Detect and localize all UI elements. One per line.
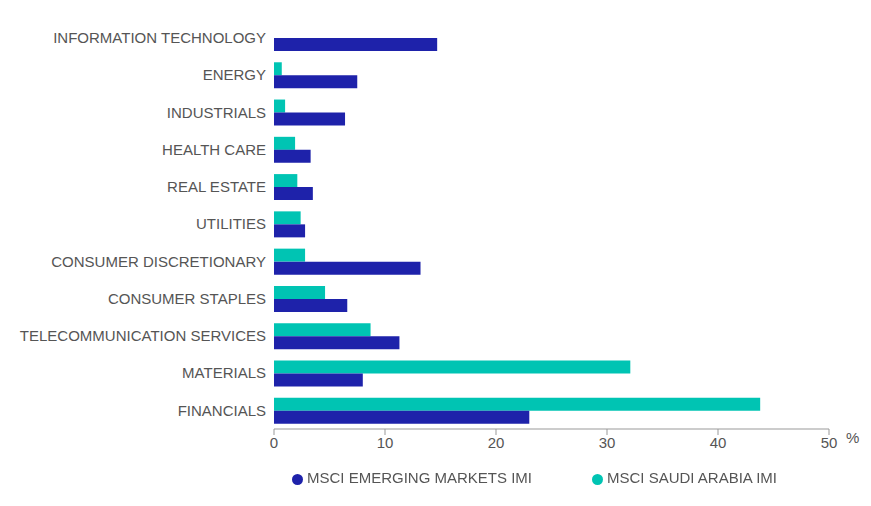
svg-text:CONSUMER STAPLES: CONSUMER STAPLES: [108, 290, 266, 307]
svg-text:INFORMATION TECHNOLOGY: INFORMATION TECHNOLOGY: [53, 29, 266, 46]
svg-text:UTILITIES: UTILITIES: [196, 215, 266, 232]
svg-text:FINANCIALS: FINANCIALS: [178, 402, 266, 419]
svg-text:20: 20: [488, 434, 505, 451]
svg-text:30: 30: [599, 434, 616, 451]
svg-text:ENERGY: ENERGY: [203, 66, 266, 83]
svg-text:40: 40: [710, 434, 727, 451]
svg-text:INDUSTRIALS: INDUSTRIALS: [167, 104, 266, 121]
svg-text:10: 10: [377, 434, 394, 451]
html-text:MSCI EMERGING MARKETS IMI: MSCI EMERGING MARKETS IMI: [307, 469, 532, 486]
svg-text:MATERIALS: MATERIALS: [182, 364, 266, 381]
svg-text:HEALTH CARE: HEALTH CARE: [162, 141, 266, 158]
svg-text:CONSUMER DISCRETIONARY: CONSUMER DISCRETIONARY: [51, 253, 266, 270]
svg-text:50: 50: [821, 434, 838, 451]
svg-text:REAL ESTATE: REAL ESTATE: [167, 178, 266, 195]
html-text:MSCI SAUDI ARABIA IMI: MSCI SAUDI ARABIA IMI: [607, 469, 777, 486]
svg-text:0: 0: [270, 434, 278, 451]
svg-text:TELECOMMUNICATION SERVICES: TELECOMMUNICATION SERVICES: [20, 327, 266, 344]
